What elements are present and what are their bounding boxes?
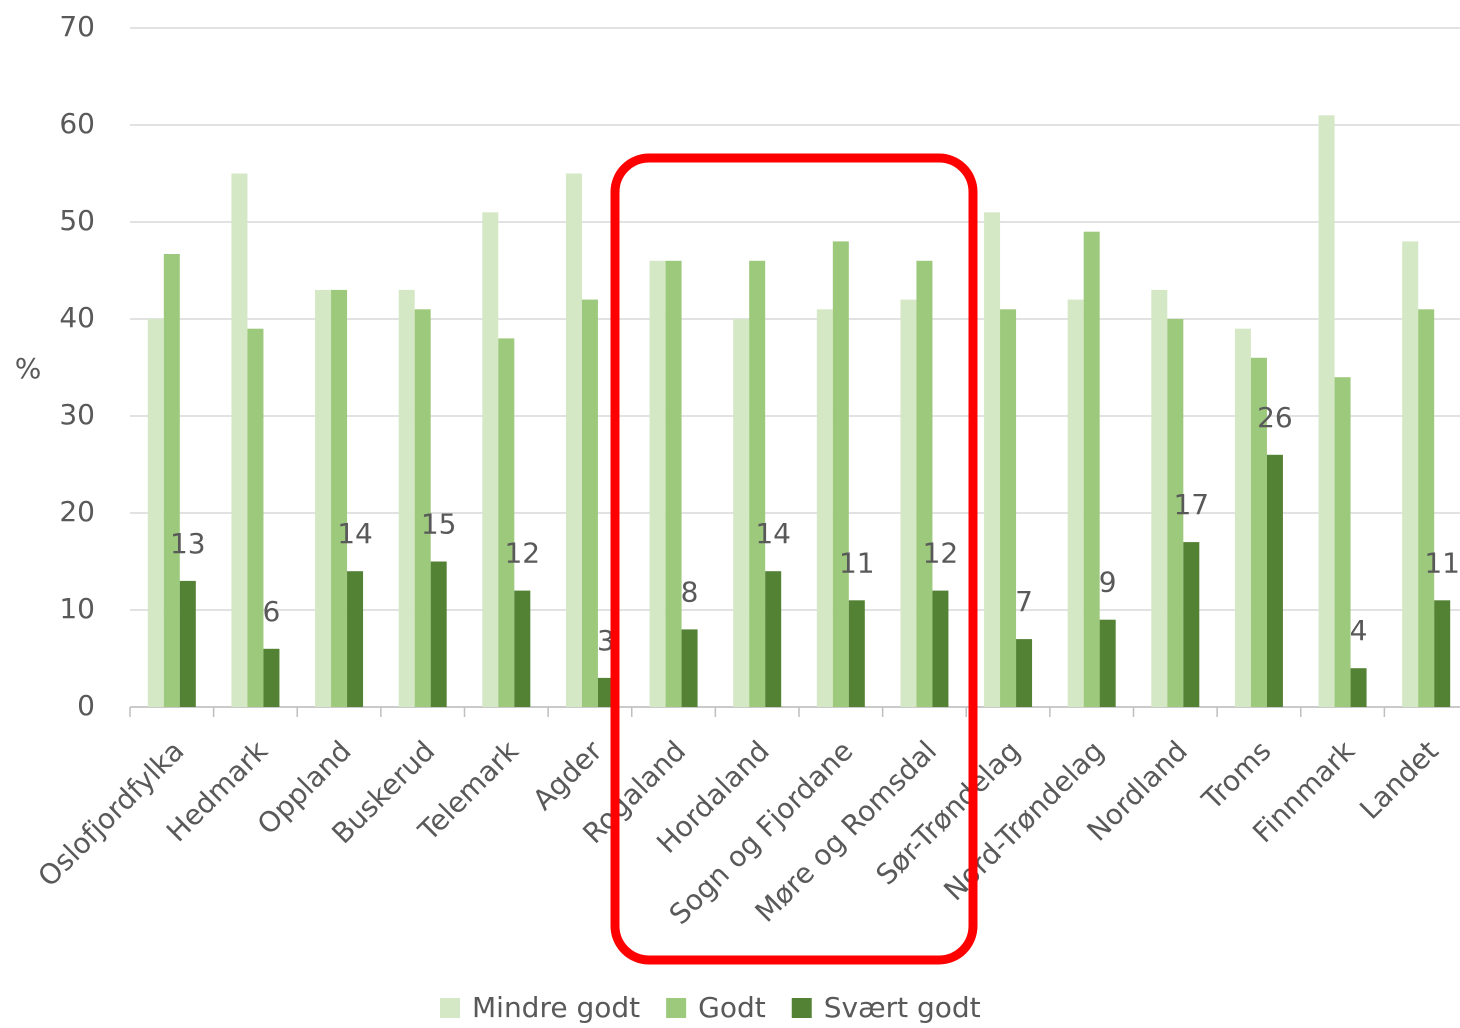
legend-swatch (666, 998, 687, 1018)
data-label: 7 (1015, 585, 1033, 618)
bar (681, 629, 698, 707)
data-label: 15 (421, 508, 457, 541)
x-tick-label: Oslofjordfylka (32, 734, 191, 893)
bar (1402, 241, 1419, 707)
y-tick-label: 30 (59, 398, 95, 431)
data-label: 14 (337, 517, 373, 550)
y-tick-label: 40 (59, 301, 95, 334)
data-label: 12 (923, 537, 959, 570)
data-label: 8 (681, 575, 699, 608)
bar (597, 677, 614, 707)
bar (1083, 231, 1100, 707)
bar (315, 289, 332, 707)
bar (1000, 309, 1017, 707)
y-tick-label: 50 (59, 204, 95, 237)
data-label: 13 (170, 527, 206, 560)
bar (430, 561, 447, 707)
legend-label: Mindre godt (472, 991, 640, 1024)
bar (231, 173, 248, 707)
bar (1183, 542, 1200, 707)
bar (1266, 454, 1283, 707)
bar (498, 338, 515, 707)
y-axis-label: % (15, 352, 42, 385)
legend-swatch (791, 998, 812, 1018)
bar (147, 319, 164, 707)
legend-label: Svært godt (824, 991, 981, 1024)
data-label: 14 (755, 517, 791, 550)
data-label: 6 (263, 595, 281, 628)
bar (565, 173, 582, 707)
data-label: 3 (597, 624, 615, 657)
bar (263, 648, 280, 707)
bar (514, 590, 531, 707)
data-label: 11 (1424, 546, 1460, 579)
legend-swatch (440, 998, 460, 1018)
y-tick-label: 60 (59, 107, 95, 140)
bar (179, 580, 196, 707)
bar (1016, 639, 1033, 707)
bar (1067, 299, 1084, 707)
data-label: 26 (1257, 401, 1293, 434)
bar (1234, 328, 1251, 707)
bar (649, 260, 666, 707)
bar (1151, 289, 1168, 707)
y-tick-label: 20 (59, 495, 95, 528)
bar (1350, 668, 1367, 707)
legend-label: Godt (698, 991, 766, 1024)
bar (1099, 619, 1116, 707)
bar (331, 289, 348, 707)
bar (247, 328, 264, 707)
data-label: 4 (1350, 614, 1368, 647)
x-tick-label: Sør-Trøndelag (870, 734, 1027, 891)
bar (1418, 309, 1435, 707)
bar (1434, 600, 1451, 707)
data-label: 12 (504, 537, 540, 570)
bar (1318, 115, 1335, 708)
x-tick-label: Troms (1195, 734, 1278, 817)
bar (1334, 377, 1351, 707)
bar (398, 289, 415, 707)
bar (1250, 357, 1267, 707)
bar (848, 600, 865, 707)
y-tick-label: 0 (77, 689, 95, 722)
bar (482, 212, 499, 708)
bar (832, 241, 849, 707)
bar (816, 309, 833, 707)
bar (347, 571, 364, 707)
bar (414, 309, 431, 707)
highlight-box (610, 153, 978, 965)
bar (581, 299, 598, 707)
x-tick-label: Agder (526, 734, 609, 817)
bar (932, 590, 949, 707)
bar (733, 319, 750, 707)
data-label: 11 (839, 546, 875, 579)
bar (765, 571, 782, 707)
data-label: 17 (1173, 488, 1209, 521)
bar (900, 299, 917, 707)
y-tick-label: 70 (59, 10, 95, 43)
bar (1167, 319, 1184, 707)
bar (984, 212, 1001, 708)
bar (749, 260, 766, 707)
bar (916, 260, 933, 707)
data-label: 9 (1099, 566, 1117, 599)
bar (665, 260, 682, 707)
bar (163, 254, 180, 707)
y-tick-label: 10 (59, 592, 95, 625)
x-tick-label: Landet (1353, 734, 1445, 826)
